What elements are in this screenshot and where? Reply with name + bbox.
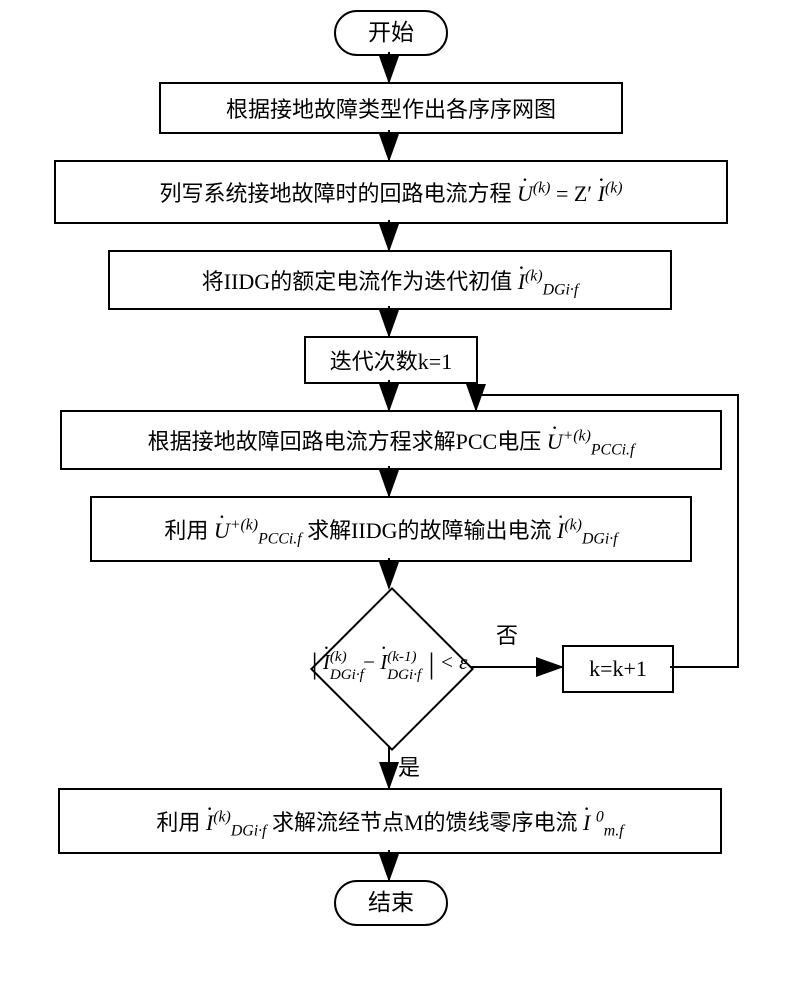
step-6: 利用 U+(k)PCCi.f 求解IIDG的故障输出电流 I(k)DGi·f	[90, 496, 692, 562]
step-3: 将IIDG的额定电流作为迭代初值 I(k)DGi·f	[108, 250, 672, 310]
eq6b-sub: DGi·f	[582, 530, 618, 547]
step-8-eqB: I 0m.f	[583, 810, 624, 835]
decision-label: | I(k)DGi·f − I(k-1)DGi·f | < ε	[272, 647, 507, 681]
eq3-sub: DGi·f	[543, 281, 579, 298]
step-5-eq: U+(k)PCCi.f	[547, 429, 635, 454]
step-2: 列写系统接地故障时的回路电流方程 U(k) = Z′ I(k)	[54, 160, 728, 224]
step-6-cjk-a: 利用	[164, 518, 208, 543]
step-8: 利用 I(k)DGi·f 求解流经节点M的馈线零序电流 I 0m.f	[58, 788, 722, 854]
eq3-sup: (k)	[525, 268, 543, 285]
eq8a-sup: (k)	[213, 809, 231, 826]
dec-I1: I	[323, 650, 330, 674]
step-7-eq: k=k+1	[589, 656, 647, 681]
step-2-eq: U(k) = Z′ I(k)	[517, 181, 623, 206]
eq8b-sub: m.f	[604, 822, 624, 839]
eq6b-sup: (k)	[564, 517, 582, 534]
start-label: 开始	[368, 20, 414, 45]
eq-sup2: (k)	[605, 180, 623, 197]
step-5-cjk: 根据接地故障回路电流方程求解PCC电压	[148, 429, 542, 454]
step-6-cjk-b: 求解IIDG的故障输出电流	[307, 518, 551, 543]
end-label: 结束	[368, 890, 414, 915]
end-terminal: 结束	[334, 880, 448, 926]
step-7: k=k+1	[562, 645, 674, 693]
eq-mid: = Z′	[556, 181, 592, 206]
eq8b-I: I	[583, 810, 590, 835]
branch-yes: 是	[398, 750, 420, 782]
dec-minus: −	[363, 650, 375, 674]
step-8-cjk-b: 求解流经节点M的馈线零序电流	[272, 810, 578, 835]
step-5: 根据接地故障回路电流方程求解PCC电压 U+(k)PCCi.f	[60, 410, 722, 470]
dec-lt: < ε	[440, 650, 468, 674]
step-3-eq: I(k)DGi·f	[518, 269, 579, 294]
step-4-eq: k=1	[418, 349, 452, 374]
eq6a-sub: PCCi.f	[258, 530, 302, 547]
branch-no: 否	[496, 618, 518, 650]
eq5-sup: +(k)	[563, 428, 591, 445]
eq5-sub: PCCi.f	[591, 441, 635, 458]
eq-U: U	[517, 181, 533, 206]
step-6-eq2: I(k)DGi·f	[557, 518, 618, 543]
start-terminal: 开始	[334, 10, 448, 56]
step-1-label: 根据接地故障类型作出各序序网图	[226, 97, 556, 122]
step-3-cjk: 将IIDG的额定电流作为迭代初值	[202, 269, 512, 294]
step-4: 迭代次数k=1	[304, 336, 478, 384]
decision-eq: | I(k)DGi·f − I(k-1)DGi·f | < ε	[312, 650, 468, 674]
eq8a-I: I	[206, 810, 213, 835]
eq-sup1: (k)	[533, 180, 551, 197]
eq6a-sup: +(k)	[230, 517, 258, 534]
eq6a-U: U	[214, 518, 230, 543]
step-1: 根据接地故障类型作出各序序网图	[159, 82, 623, 134]
step-8-eqA: I(k)DGi·f	[206, 810, 272, 835]
eq3-I: I	[518, 269, 525, 294]
eq-I: I	[598, 181, 605, 206]
step-6-eq1: U+(k)PCCi.f	[214, 518, 307, 543]
step-8-cjk-a: 利用	[156, 810, 200, 835]
eq6b-I: I	[557, 518, 564, 543]
step-4-cjk: 迭代次数	[330, 349, 418, 374]
step-2-cjk: 列写系统接地故障时的回路电流方程	[159, 181, 511, 206]
eq8b-sup: 0	[596, 809, 604, 826]
eq5-U: U	[547, 429, 563, 454]
eq8a-sub: DGi·f	[231, 822, 267, 839]
